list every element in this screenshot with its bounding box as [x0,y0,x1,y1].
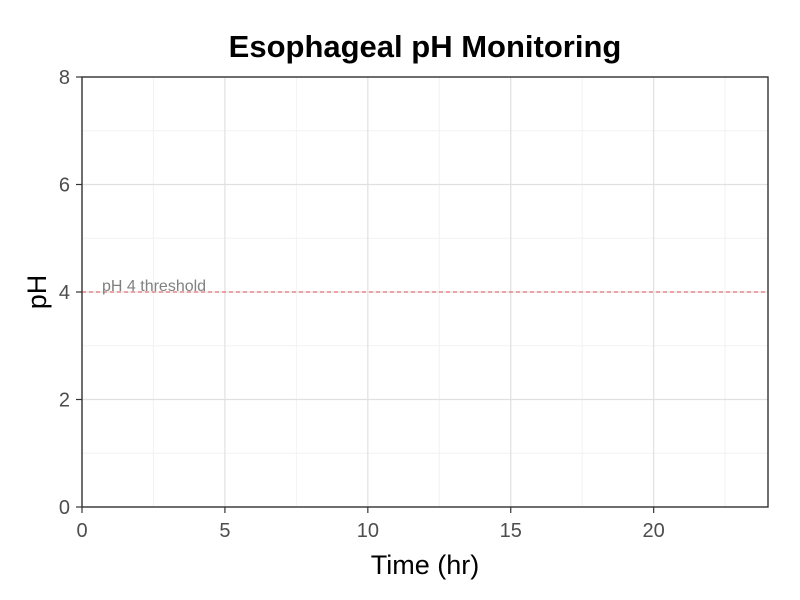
y-axis-title: pH [22,275,52,310]
annotation-ph4-threshold: pH 4 threshold [102,278,206,295]
y-axis: 0 2 4 6 8 [59,67,82,519]
y-tick-label: 0 [59,497,70,519]
y-tick-label: 4 [59,282,70,304]
annotations-layer: pH 4 threshold [102,278,206,295]
x-tick-label: 5 [219,520,230,542]
y-tick-label: 8 [59,67,70,89]
y-tick-label: 6 [59,175,70,197]
chart-title: Esophageal pH Monitoring [229,29,622,64]
x-axis: 0 5 10 15 20 [76,507,665,542]
x-tick-label: 0 [76,520,87,542]
x-axis-title: Time (hr) [371,550,480,580]
x-tick-label: 20 [643,520,665,542]
y-tick-label: 2 [59,390,70,412]
x-tick-label: 15 [500,520,522,542]
x-tick-label: 10 [357,520,379,542]
